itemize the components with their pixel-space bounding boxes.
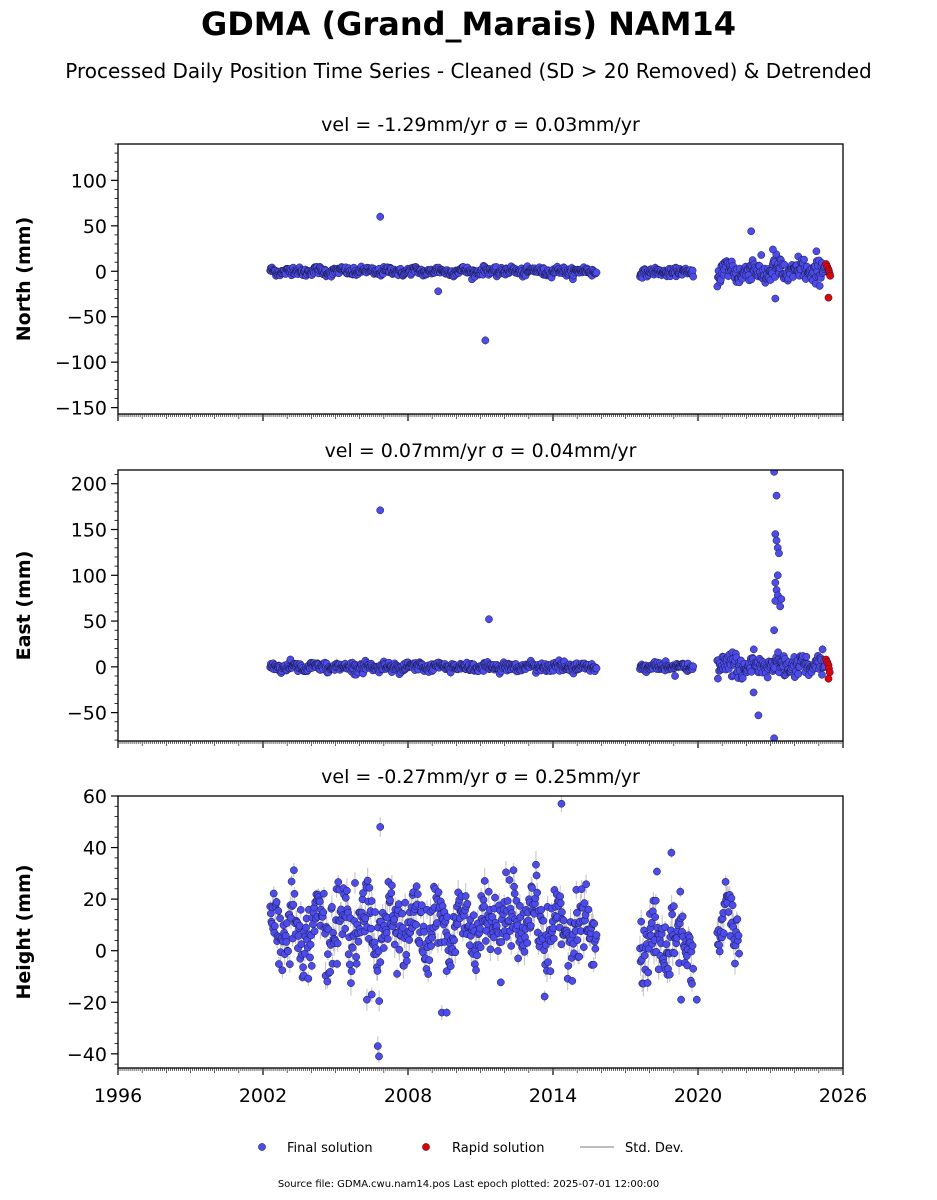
final-point bbox=[376, 212, 385, 221]
final-point bbox=[794, 670, 803, 678]
final-point bbox=[376, 506, 385, 515]
plot-frame bbox=[117, 469, 844, 742]
final-point bbox=[763, 673, 772, 682]
y-tick-label: 200 bbox=[71, 474, 107, 496]
final-point bbox=[278, 966, 287, 975]
rapid-point bbox=[826, 271, 835, 280]
y-tick-label: 100 bbox=[71, 565, 107, 587]
y-tick-label: 150 bbox=[71, 520, 107, 542]
final-point bbox=[274, 907, 283, 915]
final-point bbox=[771, 530, 780, 538]
final-point bbox=[812, 247, 821, 256]
final-point bbox=[271, 922, 279, 930]
final-point bbox=[769, 245, 777, 254]
final-point bbox=[434, 287, 443, 296]
data-layer bbox=[266, 796, 743, 1063]
final-point bbox=[771, 294, 780, 303]
panel-title: vel = 0.07mm/yr σ = 0.04mm/yr bbox=[325, 440, 637, 462]
y-tick-label: 50 bbox=[83, 216, 107, 238]
y-tick-label: 0 bbox=[95, 261, 107, 283]
panels: vel = -1.29mm/yr σ = 0.03mm/yr North (mm)… bbox=[13, 114, 867, 1107]
final-point bbox=[770, 470, 778, 476]
final-point bbox=[671, 672, 679, 680]
final-point bbox=[275, 960, 283, 968]
final-point bbox=[818, 645, 827, 654]
final-point bbox=[802, 652, 811, 661]
y-axis-label: North (mm) bbox=[13, 217, 35, 342]
data-layer bbox=[266, 470, 834, 741]
figure-subtitle: Processed Daily Position Time Series - C… bbox=[65, 59, 871, 83]
final-point bbox=[776, 602, 785, 611]
y-tick-label: −150 bbox=[55, 398, 107, 420]
panel-1: vel = 0.07mm/yr σ = 0.04mm/yr East (mm) −5… bbox=[13, 440, 844, 748]
rapid-point bbox=[824, 674, 833, 683]
final-point bbox=[282, 938, 291, 946]
final-point bbox=[592, 664, 601, 673]
y-tick-label: −50 bbox=[67, 307, 107, 329]
y-axis-label: Height (mm) bbox=[13, 864, 35, 999]
final-point bbox=[747, 275, 756, 284]
final-point bbox=[818, 670, 826, 679]
final-point bbox=[714, 674, 722, 683]
y-tick-label: 50 bbox=[83, 611, 107, 633]
final-point bbox=[771, 578, 780, 587]
final-point bbox=[800, 255, 808, 264]
final-point bbox=[276, 914, 284, 923]
final-point bbox=[269, 889, 278, 898]
y-tick-label: 0 bbox=[95, 657, 107, 679]
final-point bbox=[773, 571, 782, 580]
final-point bbox=[772, 491, 781, 500]
rapid-point bbox=[824, 293, 833, 302]
panel-2: vel = -0.27mm/yr σ = 0.25mm/yr Height (mm… bbox=[13, 766, 867, 1107]
panel-title: vel = -0.27mm/yr σ = 0.25mm/yr bbox=[321, 766, 640, 788]
final-point bbox=[689, 272, 698, 281]
final-point bbox=[747, 227, 756, 236]
final-point bbox=[749, 645, 758, 654]
rapid-point bbox=[825, 668, 834, 677]
final-point bbox=[749, 688, 758, 697]
panel-0: vel = -1.29mm/yr σ = 0.03mm/yr North (mm)… bbox=[13, 114, 844, 421]
final-point bbox=[481, 336, 490, 345]
y-tick-label: −100 bbox=[55, 352, 107, 374]
final-point bbox=[774, 648, 782, 657]
final-point bbox=[770, 626, 778, 635]
y-tick-label: 100 bbox=[71, 170, 107, 192]
final-point bbox=[770, 734, 778, 741]
final-point bbox=[689, 662, 698, 671]
panel-title: vel = -1.29mm/yr σ = 0.03mm/yr bbox=[321, 114, 640, 136]
y-axis-label: East (mm) bbox=[13, 551, 35, 661]
final-point bbox=[754, 711, 763, 720]
y-tick-label: −50 bbox=[67, 703, 107, 725]
data-layer bbox=[266, 212, 835, 346]
final-point bbox=[772, 536, 781, 545]
final-point bbox=[485, 615, 493, 624]
final-point bbox=[592, 268, 601, 277]
final-point bbox=[757, 251, 766, 259]
figure-title: GDMA (Grand_Marais) NAM14 bbox=[201, 5, 736, 43]
final-point bbox=[775, 549, 783, 558]
final-point bbox=[738, 674, 747, 682]
final-point bbox=[272, 898, 281, 906]
final-point bbox=[780, 260, 789, 269]
final-point bbox=[777, 595, 786, 603]
final-point bbox=[815, 282, 824, 290]
